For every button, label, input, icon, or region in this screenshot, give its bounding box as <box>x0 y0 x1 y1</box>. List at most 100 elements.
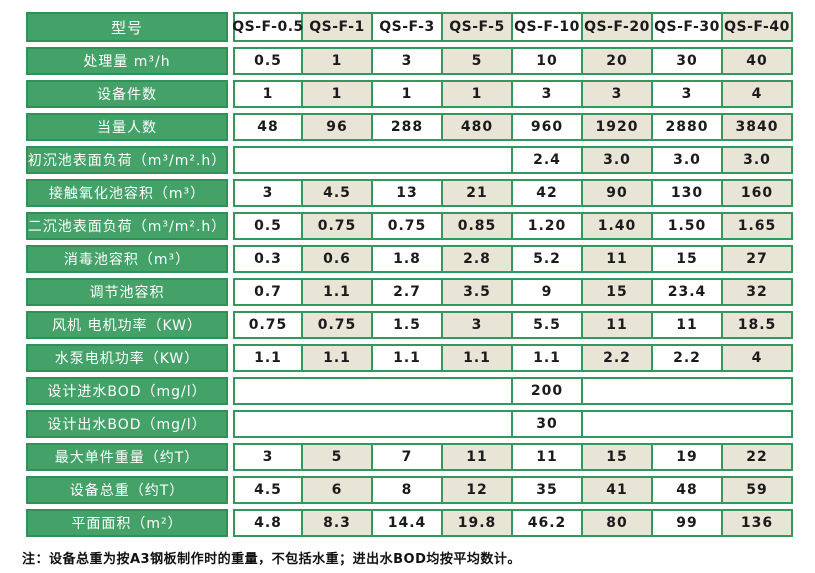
row-cells: 0.3 0.6 1.8 2.8 5.2 11 15 27 <box>233 245 793 273</box>
data-cell: 59 <box>723 476 793 504</box>
data-cell: 0.5 <box>233 47 303 75</box>
model-header-cell: QS-F-0.5 <box>232 12 303 42</box>
data-cell: 1.50 <box>653 212 723 240</box>
row-label-cell: 风机 电机功率（KW） <box>26 311 228 339</box>
data-cell: 0.75 <box>373 212 443 240</box>
data-cell: 1.5 <box>373 311 443 339</box>
model-header-cell: QS-F-20 <box>583 12 653 42</box>
data-cell: 2.4 <box>513 146 583 174</box>
data-cell: 80 <box>583 509 653 537</box>
footnote: 注：设备总重为按A3钢板制作时的重量，不包括水重；进出水BOD均按平均数计。 <box>22 552 521 567</box>
data-cell: 1 <box>373 80 443 108</box>
data-cell: 11 <box>583 311 653 339</box>
data-cell: 32 <box>723 278 793 306</box>
row-label-cell: 当量人数 <box>26 113 228 141</box>
data-cell: 15 <box>583 278 653 306</box>
data-cell: 46.2 <box>513 509 583 537</box>
data-cell: 1.1 <box>513 344 583 372</box>
data-cell: 0.3 <box>233 245 303 273</box>
data-cell: 90 <box>583 179 653 207</box>
row-cells: 3 4.5 13 21 42 90 130 160 <box>233 179 793 207</box>
data-cell: 0.5 <box>233 212 303 240</box>
data-cell: 3840 <box>723 113 793 141</box>
data-cell: 7 <box>373 443 443 471</box>
data-cell: 41 <box>583 476 653 504</box>
row-cells: QS-F-0.5 QS-F-1 QS-F-3 QS-F-5 QS-F-10 QS-F-20… <box>232 12 793 42</box>
data-cell: 27 <box>723 245 793 273</box>
data-cell: 14.4 <box>373 509 443 537</box>
data-cell: 5.2 <box>513 245 583 273</box>
row-cells: 0.5 0.75 0.75 0.85 1.20 1.40 1.50 1.65 <box>233 212 793 240</box>
data-cell: 1.40 <box>583 212 653 240</box>
data-cell: 4 <box>723 344 793 372</box>
row-cells: 3 5 7 11 11 15 19 22 <box>233 443 793 471</box>
spec-table: 型号 QS-F-0.5 QS-F-1 QS-F-3 QS-F-5 QS-F-10 QS-F-… <box>26 12 793 542</box>
data-cell: 3.0 <box>653 146 723 174</box>
model-header-cell: QS-F-5 <box>443 12 513 42</box>
data-cell: 35 <box>513 476 583 504</box>
data-cell: 1 <box>303 80 373 108</box>
data-cell: 1.65 <box>723 212 793 240</box>
table-row: 最大单件重量（约T） 3 5 7 11 11 15 19 22 <box>26 443 793 471</box>
row-label-cell: 水泵电机功率（KW） <box>26 344 228 372</box>
data-cell: 4.8 <box>233 509 303 537</box>
data-cell: 0.75 <box>303 212 373 240</box>
data-cell: 2.2 <box>583 344 653 372</box>
data-cell: 4.5 <box>233 476 303 504</box>
data-cell: 42 <box>513 179 583 207</box>
data-cell: 0.7 <box>233 278 303 306</box>
data-cell: 5 <box>443 47 513 75</box>
table-row: 二沉池表面负荷（m³/m².h） 0.5 0.75 0.75 0.85 1.20 1.40 1… <box>26 212 793 240</box>
data-cell: 3 <box>443 311 513 339</box>
data-cell: 3 <box>233 179 303 207</box>
data-cell: 6 <box>303 476 373 504</box>
data-cell: 11 <box>513 443 583 471</box>
data-cell: 11 <box>653 311 723 339</box>
data-cell: 1.1 <box>443 344 513 372</box>
data-cell: 15 <box>583 443 653 471</box>
data-cell: 18.5 <box>723 311 793 339</box>
row-label-cell: 初沉池表面负荷（m³/m².h） <box>26 146 228 174</box>
data-cell: 1 <box>303 47 373 75</box>
data-cell <box>233 410 513 438</box>
row-cells: 2.4 3.0 3.0 3.0 <box>233 146 793 174</box>
model-header-cell: QS-F-3 <box>373 12 443 42</box>
data-cell: 10 <box>513 47 583 75</box>
table-row: 当量人数 48 96 288 480 960 1920 2880 3840 <box>26 113 793 141</box>
row-label-cell: 二沉池表面负荷（m³/m².h） <box>26 212 228 240</box>
data-cell: 1.1 <box>373 344 443 372</box>
data-cell: 5.5 <box>513 311 583 339</box>
data-cell: 3 <box>373 47 443 75</box>
table-row: 调节池容积 0.7 1.1 2.7 3.5 9 15 23.4 32 <box>26 278 793 306</box>
row-label-cell: 设备总重（约T） <box>26 476 228 504</box>
table-row: 设计出水BOD（mg/l） 30 <box>26 410 793 438</box>
model-column-header: 型号 <box>26 12 228 42</box>
row-label-cell: 最大单件重量（约T） <box>26 443 228 471</box>
data-cell: 13 <box>373 179 443 207</box>
table-row: 平面面积（m²） 4.8 8.3 14.4 19.8 46.2 80 99 136 <box>26 509 793 537</box>
data-cell: 1.1 <box>303 278 373 306</box>
data-cell: 3 <box>513 80 583 108</box>
row-label-cell: 设备件数 <box>26 80 228 108</box>
table-row: 处理量 m³/h 0.5 1 3 5 10 20 30 40 <box>26 47 793 75</box>
table-row: 设备件数 1 1 1 1 3 3 3 4 <box>26 80 793 108</box>
data-cell: 12 <box>443 476 513 504</box>
header-row: 型号 QS-F-0.5 QS-F-1 QS-F-3 QS-F-5 QS-F-10 QS-F-… <box>26 12 793 42</box>
data-cell: 4 <box>723 80 793 108</box>
row-label-cell: 平面面积（m²） <box>26 509 228 537</box>
row-cells: 0.5 1 3 5 10 20 30 40 <box>233 47 793 75</box>
row-label-cell: 处理量 m³/h <box>26 47 228 75</box>
model-header-cell: QS-F-10 <box>513 12 583 42</box>
row-label-cell: 消毒池容积（m³） <box>26 245 228 273</box>
data-cell: 9 <box>513 278 583 306</box>
data-cell: 19 <box>653 443 723 471</box>
data-cell: 40 <box>723 47 793 75</box>
model-header-cell: QS-F-1 <box>303 12 373 42</box>
row-cells: 48 96 288 480 960 1920 2880 3840 <box>233 113 793 141</box>
data-cell: 200 <box>513 377 583 405</box>
table-row: 消毒池容积（m³） 0.3 0.6 1.8 2.8 5.2 11 15 27 <box>26 245 793 273</box>
data-cell: 3 <box>583 80 653 108</box>
data-cell: 960 <box>513 113 583 141</box>
data-cell: 99 <box>653 509 723 537</box>
table-row: 设备总重（约T） 4.5 6 8 12 35 41 48 59 <box>26 476 793 504</box>
